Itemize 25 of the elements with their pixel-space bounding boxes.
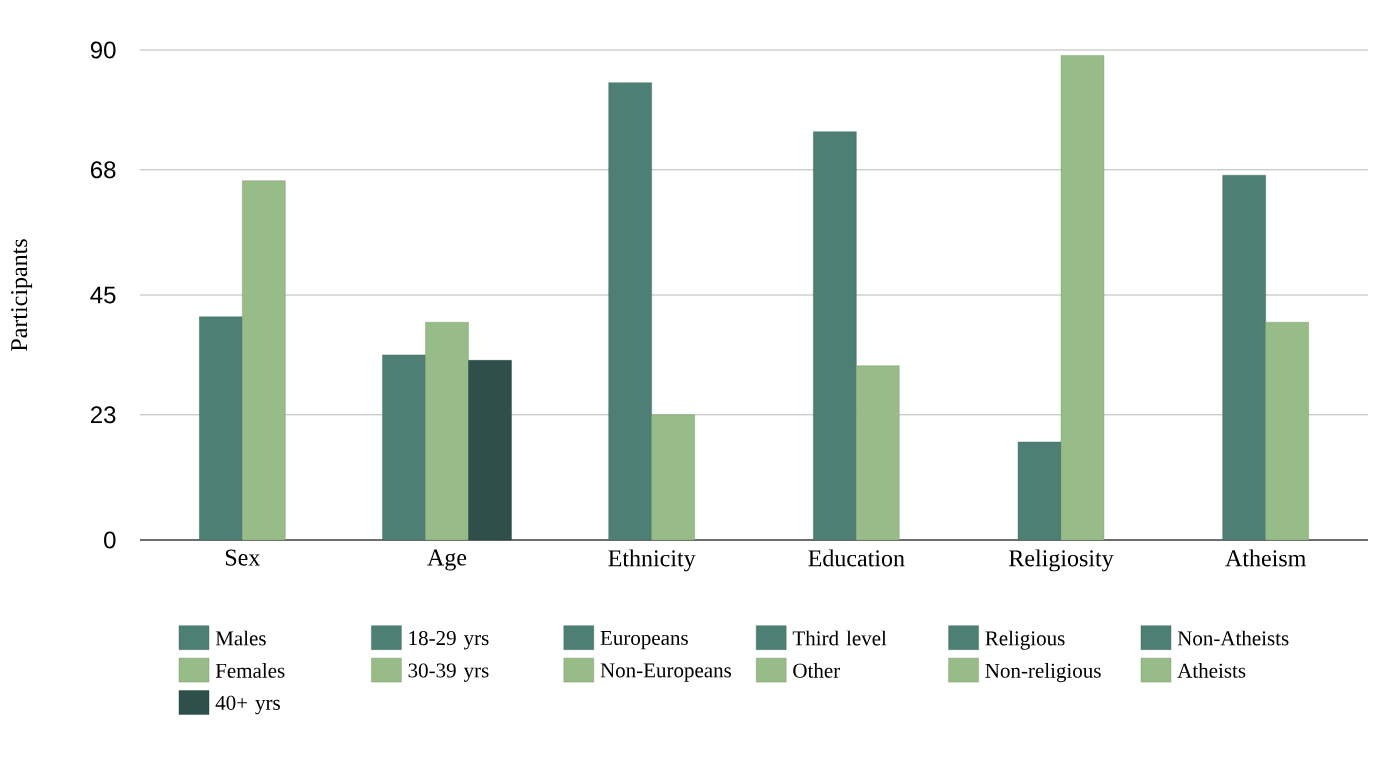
x-tick-label: Atheism <box>1225 549 1306 567</box>
y-tick-label: 90 <box>90 41 116 59</box>
y-tick-label: 23 <box>90 406 116 424</box>
legend-label: Other <box>793 663 841 678</box>
y-tick-label: 45 <box>90 286 116 304</box>
y-tick-label: 68 <box>90 161 116 179</box>
x-tick-label: Education <box>808 549 905 567</box>
legend-label: Non-Europeans <box>600 663 732 682</box>
x-tick-label: Age <box>427 549 467 571</box>
legend-label: Non-Atheists <box>1177 630 1289 646</box>
legend-label: Females <box>215 663 285 678</box>
legend-label: Atheists <box>1177 663 1246 678</box>
legend-label: 18-29 yrs <box>409 630 489 650</box>
x-tick-label: Ethnicity <box>608 549 696 572</box>
y-tick-label: 0 <box>104 531 116 549</box>
legend-label: Europeans <box>600 631 688 650</box>
legend-label: 30-39 yrs <box>408 663 489 682</box>
y-axis-title: Participants <box>11 239 33 351</box>
legend-label: 40+ yrs <box>215 695 280 715</box>
legend-label: Religious <box>985 630 1065 650</box>
legend-label: Non-religious <box>985 663 1101 683</box>
legend-label: Third level <box>792 630 887 646</box>
x-tick-label: Sex <box>225 549 261 566</box>
x-tick-label: Religiosity <box>1009 549 1114 572</box>
legend-label: Males <box>215 630 266 646</box>
